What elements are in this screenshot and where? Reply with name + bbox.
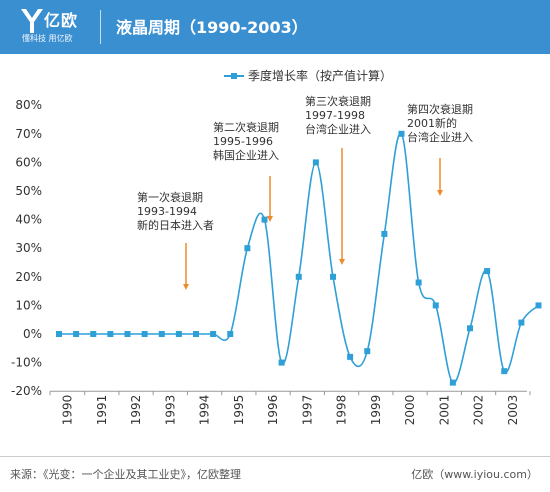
data-point: [432, 302, 439, 309]
annotation-text: 台湾企业进入: [305, 122, 371, 136]
legend-label: 季度增长率（按产值计算）: [248, 68, 392, 83]
footer-divider: [0, 456, 550, 457]
annotation-text: 1997-1998: [305, 109, 365, 122]
x-tick-label: 1992: [129, 395, 143, 426]
y-tick-label: 60%: [15, 155, 42, 169]
annotation-text: 1995-1996: [213, 135, 273, 148]
x-tick-label: 1991: [95, 395, 109, 426]
x-axis: 1990 1991 1992 1993 1994 1995 1996 1997 1998 1999…: [49, 390, 531, 426]
data-point: [278, 359, 285, 366]
y-tick-label: 50%: [15, 184, 42, 198]
y-tick-label: 10%: [15, 298, 42, 312]
site-credit: 亿欧（www.iyiou.com）: [411, 468, 538, 481]
data-point: [330, 273, 336, 280]
y-tick-label: -10%: [11, 356, 42, 370]
chart-legend: 季度增长率（按产值计算）: [224, 68, 392, 83]
annotation-arrow-head: [183, 284, 189, 290]
logo-text: 亿欧: [44, 11, 79, 30]
data-point: [141, 331, 148, 337]
annotation-arrow-head: [267, 216, 273, 222]
data-point: [193, 331, 199, 337]
x-tick-label: 2000: [403, 395, 417, 426]
annotation-text: 第四次衰退期: [407, 102, 473, 116]
data-point: [90, 331, 97, 337]
annotations: 第一次衰退期1993-1994新的日本进入者第二次衰退期1995-1996韩国企…: [137, 94, 473, 290]
source-note: 来源：《光变：一个企业及其工业史》，亿欧整理: [10, 468, 241, 481]
annotation-text: 新的日本进入者: [137, 218, 214, 232]
data-point: [107, 331, 114, 337]
x-tick-label: 1997: [300, 395, 314, 426]
data-point: [158, 331, 165, 337]
data-point: [56, 331, 62, 337]
data-point: [347, 353, 354, 360]
logo-slogan: 懂科技 用亿欧: [22, 34, 73, 43]
data-point: [244, 245, 251, 252]
y-tick-label: 20%: [15, 270, 42, 284]
data-point: [467, 325, 473, 332]
y-tick-label: 0%: [23, 327, 42, 341]
annotation-text: 韩国企业进入: [213, 148, 279, 162]
data-point: [124, 331, 131, 337]
data-point: [535, 302, 542, 309]
annotation-text: 第二次衰退期: [213, 120, 279, 134]
x-tick-label: 1998: [335, 395, 349, 426]
annotation-arrow-head: [437, 190, 443, 196]
x-tick-label: 2002: [472, 395, 486, 426]
data-point: [295, 273, 302, 280]
x-tick-label: 1999: [369, 395, 383, 426]
y-axis: -20% -10% 0% 10% 20% 30% 40% 50% 60% 70% 80%: [11, 98, 42, 398]
x-tick-label: 1994: [198, 395, 212, 426]
data-point: [501, 368, 508, 375]
x-tick-label: 1995: [232, 395, 246, 426]
y-tick-label: 80%: [15, 98, 42, 112]
annotation-text: 2001新的: [407, 116, 457, 130]
y-tick-label: 40%: [15, 213, 42, 227]
line-chart: 季度增长率（按产值计算） -20% -10% 0% 10% 20% 30% 40% 50% 60…: [11, 68, 542, 426]
y-tick-label: 30%: [15, 241, 42, 255]
y-tick-label: 70%: [15, 127, 42, 141]
data-point: [175, 331, 182, 337]
data-point: [227, 331, 234, 337]
yiou-logo-icon: [21, 9, 43, 33]
data-point: [449, 379, 456, 386]
header-bar: 亿欧 懂科技 用亿欧 液晶周期（1990-2003）: [0, 0, 550, 54]
data-point: [364, 348, 371, 355]
data-point: [261, 216, 268, 223]
x-tick-label: 1996: [266, 395, 280, 426]
data-point: [518, 319, 525, 326]
data-point: [312, 159, 319, 166]
legend-marker: [231, 73, 237, 79]
data-point: [484, 268, 491, 275]
page-title: 液晶周期（1990-2003）: [116, 18, 308, 37]
series-layer: [56, 130, 542, 386]
annotation-text: 台湾企业进入: [407, 130, 473, 144]
annotation-text: 第一次衰退期: [137, 190, 203, 204]
data-point: [73, 331, 80, 337]
header-divider: [100, 10, 101, 44]
data-point: [210, 331, 217, 337]
annotation-text: 第三次衰退期: [305, 94, 371, 108]
x-tick-label: 2001: [437, 395, 451, 426]
data-point: [381, 230, 388, 237]
annotation-arrow-head: [339, 259, 345, 265]
y-tick-label: -20%: [11, 384, 42, 398]
data-point: [398, 130, 405, 137]
x-tick-label: 2003: [506, 395, 520, 426]
footer: 来源：《光变：一个企业及其工业史》，亿欧整理 亿欧（www.iyiou.com）: [0, 456, 550, 492]
series-line: [59, 132, 540, 384]
x-tick-label: 1990: [61, 395, 75, 426]
annotation-text: 1993-1994: [137, 205, 197, 218]
x-tick-label: 1993: [163, 395, 177, 426]
data-point: [415, 279, 422, 286]
